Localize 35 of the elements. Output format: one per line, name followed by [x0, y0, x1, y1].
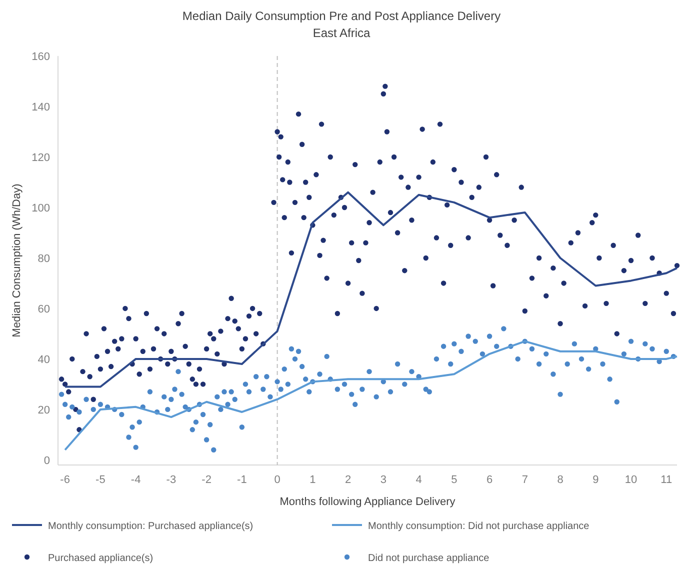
y-tick-label: 20 [38, 404, 50, 416]
y-axis-title: Median Consumption (Wh/Day) [11, 184, 23, 338]
chart-subtitle: East Africa [312, 26, 371, 40]
x-tick-label: -2 [202, 474, 212, 486]
x-tick-label: 9 [592, 474, 599, 486]
x-tick-label: 4 [416, 474, 422, 486]
x-tick-label: 11 [660, 474, 672, 486]
legend-label: Purchased appliance(s) [48, 553, 154, 564]
y-tick-label: 40 [38, 354, 50, 366]
y-tick-label: 140 [32, 101, 50, 114]
x-tick-label: -6 [60, 474, 70, 486]
y-tick-label: 160 [32, 51, 50, 63]
x-tick-label: 10 [624, 474, 638, 486]
legend-label: Monthly consumption: Purchased appliance(s) [48, 521, 254, 532]
x-tick-label: -3 [166, 474, 176, 486]
y-tick-label: 80 [38, 252, 50, 265]
y-tick-label: 120 [32, 152, 50, 164]
x-tick-label: 7 [522, 474, 528, 486]
chart-title: Median Daily Consumption Pre and Post Appliance Delivery [182, 9, 501, 23]
x-tick-label: -5 [96, 474, 106, 486]
legend-label: Did not purchase appliance [368, 553, 490, 564]
x-tick-label: 1 [310, 474, 316, 486]
x-tick-label: -4 [130, 474, 141, 486]
x-tick-label: 3 [380, 474, 386, 486]
x-tick-label: -1 [237, 474, 247, 486]
y-tick-label: 100 [32, 202, 50, 214]
y-tick-label: 0 [44, 454, 50, 467]
y-tick-label: 60 [38, 303, 50, 316]
x-tick-label: 8 [557, 474, 564, 486]
legend-label: Monthly consumption: Did not purchase appliance [368, 521, 590, 532]
x-tick-label: 5 [451, 474, 458, 486]
x-axis-title: Months following Appliance Delivery [280, 496, 456, 508]
x-tick-label: 2 [344, 474, 352, 486]
x-tick-label: 6 [486, 474, 493, 486]
x-tick-label: 0 [274, 474, 280, 486]
